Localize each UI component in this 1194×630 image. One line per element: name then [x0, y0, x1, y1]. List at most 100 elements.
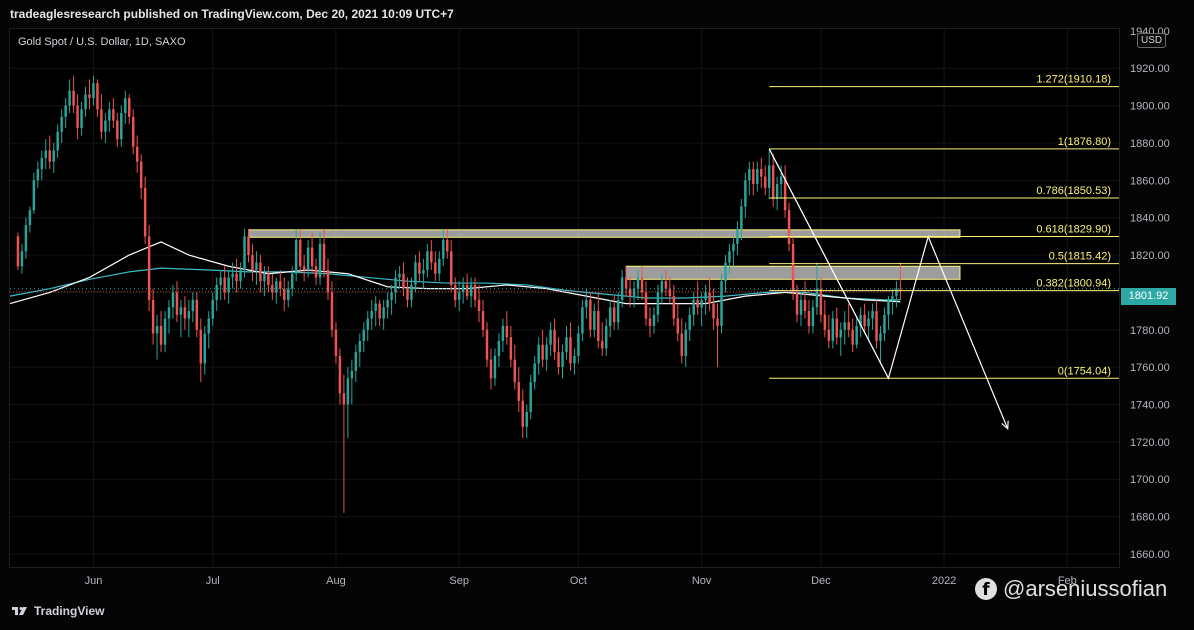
x-tick-label: Dec — [811, 575, 831, 587]
candle — [442, 228, 445, 267]
candle-body — [302, 266, 306, 270]
candle-body — [418, 262, 421, 274]
y-tick-label: 1680.00 — [1130, 512, 1170, 524]
x-tick-label: 2022 — [932, 575, 956, 587]
candle — [608, 299, 612, 338]
y-axis: 1940.001920.001900.001880.001860.001840.… — [1130, 26, 1170, 561]
candle-body — [549, 329, 552, 345]
candle-body — [672, 296, 676, 319]
candle-body — [215, 284, 218, 300]
candle-body — [207, 318, 210, 334]
candle-body — [271, 284, 274, 293]
candle-body — [875, 311, 878, 341]
candle — [438, 251, 441, 282]
symbol-title[interactable]: Gold Spot / U.S. Dollar, 1D, SAXO — [18, 36, 186, 48]
candle-body — [342, 393, 346, 405]
candle-body — [422, 269, 425, 274]
chart-pane[interactable] — [9, 28, 1120, 568]
candle-body — [414, 262, 417, 285]
candle — [835, 307, 839, 345]
candle — [48, 135, 51, 170]
candle — [139, 154, 143, 199]
candle-body — [803, 299, 807, 312]
candle-body — [632, 288, 636, 297]
candle — [108, 101, 111, 132]
candle-body — [346, 378, 350, 405]
candle — [525, 404, 528, 439]
candle — [473, 277, 477, 308]
tradingview-brand[interactable]: TradingView — [12, 604, 104, 618]
candle-body — [557, 352, 560, 368]
candle — [632, 281, 636, 308]
candle-body — [756, 169, 759, 185]
candle-body — [752, 169, 755, 185]
candle — [267, 266, 270, 293]
candles — [16, 75, 902, 513]
candle-body — [795, 292, 799, 315]
y-tick-label: 1700.00 — [1130, 474, 1170, 486]
candle-body — [195, 299, 199, 330]
candle-body — [56, 131, 59, 151]
candle-body — [80, 109, 83, 129]
candle-body — [485, 329, 489, 360]
candle — [692, 292, 695, 327]
candle-body — [171, 292, 175, 308]
candle-body — [426, 251, 429, 270]
candle — [235, 258, 238, 293]
candle — [616, 292, 620, 330]
candle — [159, 311, 163, 353]
candle — [553, 318, 556, 360]
candle-body — [624, 277, 628, 289]
candle-body — [732, 243, 735, 252]
candle — [644, 281, 648, 327]
candle-body — [390, 292, 393, 300]
candle — [513, 344, 517, 390]
candle-body — [640, 277, 644, 293]
candle — [744, 172, 747, 218]
candle — [767, 150, 771, 199]
candle — [167, 299, 171, 334]
candle — [867, 311, 870, 341]
candle — [410, 277, 413, 308]
candle-body — [151, 299, 155, 334]
candle-body — [16, 236, 20, 267]
candle — [287, 281, 290, 308]
candle — [811, 299, 815, 334]
candle — [195, 292, 199, 338]
candle-body — [446, 240, 449, 252]
candle — [577, 326, 580, 364]
currency-badge[interactable]: USD — [1137, 33, 1167, 48]
candle-body — [553, 329, 556, 353]
candle-body — [310, 247, 314, 267]
candle — [382, 299, 385, 330]
candle-body — [831, 318, 835, 341]
candle-body — [167, 307, 171, 319]
candle-body — [147, 236, 151, 300]
candle-body — [891, 296, 894, 300]
candle-body — [716, 318, 719, 327]
candle — [92, 75, 95, 106]
candle-body — [644, 292, 648, 319]
candle-body — [692, 299, 695, 315]
candle-body — [760, 169, 763, 177]
candle — [163, 311, 167, 353]
candle — [601, 322, 604, 356]
candle-body — [334, 329, 338, 356]
candle — [275, 277, 278, 304]
candle — [493, 348, 497, 386]
candle — [358, 333, 362, 368]
candle-body — [461, 284, 465, 293]
candle-body — [469, 284, 473, 297]
y-tick-label: 1780.00 — [1130, 325, 1170, 337]
candle — [251, 243, 254, 282]
candle — [271, 273, 274, 300]
candle-body — [835, 318, 839, 338]
candle — [306, 240, 310, 278]
candle — [406, 277, 409, 308]
candle-body — [322, 243, 326, 270]
candle-body — [680, 333, 683, 356]
candle — [449, 240, 453, 293]
candle — [843, 311, 846, 345]
candle — [624, 266, 628, 297]
